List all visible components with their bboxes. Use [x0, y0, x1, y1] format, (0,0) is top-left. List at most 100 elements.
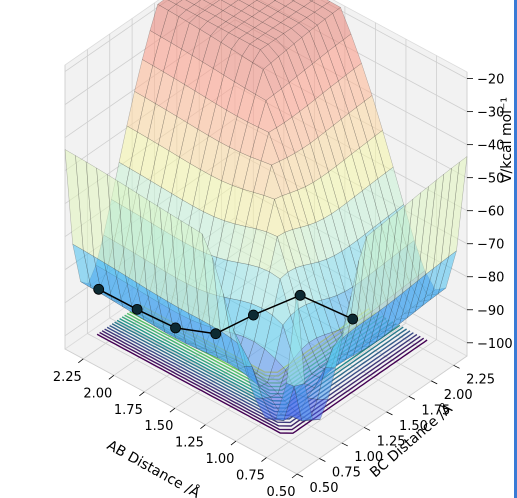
- trajectory-point: [347, 313, 359, 325]
- surface-patch: [191, 226, 211, 326]
- grid-line: [87, 333, 320, 459]
- trajectory-point: [170, 322, 181, 334]
- x-tick-mark: [169, 407, 176, 413]
- surface-patch: [269, 11, 289, 23]
- surface-patch: [362, 184, 381, 229]
- surface-patch: [298, 17, 318, 32]
- surface-patch: [345, 321, 365, 361]
- z-tick-label: −30: [477, 106, 504, 121]
- contour-line: [96, 333, 428, 434]
- x-tick-mark: [230, 440, 237, 446]
- surface-patch: [275, 382, 295, 422]
- x-tick-label: 2.25: [53, 370, 82, 385]
- y-tick-label: 2.25: [466, 372, 495, 387]
- surface-patch: [351, 147, 371, 192]
- axis-ticks: 0.500.751.001.251.501.752.002.250.500.75…: [53, 73, 513, 498]
- y-tick-label: 1.50: [399, 419, 428, 434]
- surface-patch: [232, 151, 251, 190]
- surface-patch: [180, 220, 200, 320]
- x-tick-mark: [108, 375, 115, 380]
- x-tick-label: 2.00: [83, 386, 112, 401]
- surface-patch: [255, 195, 275, 233]
- x-tick-label: 1.25: [175, 436, 204, 451]
- surface-patch: [309, 398, 329, 421]
- x-tick-label: 0.50: [267, 485, 296, 498]
- surface-patch: [345, 68, 365, 108]
- z-tick-label: −50: [477, 172, 504, 187]
- surface-patch: [194, 61, 214, 98]
- y-tick-label: 0.75: [332, 465, 361, 480]
- y-tick-label: 0.50: [310, 481, 339, 496]
- trajectory-point: [210, 328, 222, 340]
- surface-patch: [175, 0, 195, 11]
- surface-patch: [243, 366, 263, 399]
- surface-patch: [129, 131, 149, 175]
- z-tick-label: −80: [477, 271, 504, 286]
- contour-line: [99, 331, 425, 431]
- surface-patch: [184, 55, 203, 92]
- surface-patch: [238, 0, 258, 6]
- z-tick-label: −40: [477, 139, 504, 154]
- x-tick-mark: [200, 424, 206, 429]
- y-tick-mark: [386, 411, 393, 416]
- surface-patch: [291, 0, 295, 2]
- y-tick-mark: [363, 427, 371, 431]
- z-tick-label: −20: [477, 73, 504, 88]
- surface-patch: [265, 418, 284, 421]
- surface-patch: [251, 10, 271, 23]
- x-tick-mark: [291, 473, 298, 479]
- surface-patch: [139, 137, 159, 182]
- y-tick-mark: [319, 458, 326, 462]
- surface-patch: [325, 124, 345, 167]
- contour-line: [104, 328, 418, 424]
- trajectory-point: [294, 289, 306, 301]
- y-tick-mark: [296, 473, 304, 478]
- grid-line: [266, 339, 437, 458]
- x-tick-label: 1.00: [205, 452, 234, 467]
- surface-patch: [286, 290, 305, 387]
- surface-patch: [186, 4, 206, 16]
- z-tick-label: −60: [477, 205, 504, 220]
- z-tick-label: −90: [477, 304, 504, 319]
- surface-patch: [324, 12, 344, 46]
- y-tick-mark: [341, 442, 348, 447]
- window-edge: [514, 0, 517, 498]
- surface-patch: [409, 185, 429, 288]
- surface-patch: [284, 116, 303, 154]
- surface-patch: [173, 48, 193, 85]
- surface-patch: [221, 146, 241, 186]
- surface-patch: [306, 11, 326, 26]
- surface-patch: [217, 21, 237, 33]
- surface-patch: [176, 84, 196, 124]
- x-tick-mark: [78, 358, 84, 364]
- surface-patch: [273, 0, 277, 1]
- surface-patch: [244, 62, 264, 95]
- trajectory-point: [248, 309, 259, 321]
- surface-patch: [225, 16, 245, 28]
- surface-patch: [277, 231, 296, 273]
- y-tick-mark: [453, 364, 460, 369]
- surface-patch: [134, 59, 154, 98]
- surface-patch: [306, 367, 326, 400]
- surface-patch: [366, 135, 386, 180]
- z-tick-label: −100: [477, 337, 513, 352]
- surface-patch: [251, 266, 270, 309]
- surface-patch: [248, 228, 267, 268]
- grid-line: [64, 0, 169, 72]
- surface-patch: [305, 182, 324, 223]
- y-tick-label: 1.25: [377, 434, 406, 449]
- energy-surface: [64, 0, 468, 422]
- grid-line: [296, 355, 468, 475]
- x-tick-mark: [261, 457, 267, 462]
- surface-patch: [199, 20, 219, 37]
- surface-patch: [192, 169, 212, 213]
- surface-patch: [256, 348, 276, 384]
- y-tick-mark: [431, 380, 438, 385]
- surface-patch: [340, 260, 360, 341]
- surface-patch: [293, 383, 313, 422]
- x-tick-mark: [139, 391, 145, 397]
- grid-line: [320, 0, 468, 79]
- contour-line: [101, 330, 421, 427]
- z-axis-label: V/kcal mol⁻¹: [499, 97, 515, 183]
